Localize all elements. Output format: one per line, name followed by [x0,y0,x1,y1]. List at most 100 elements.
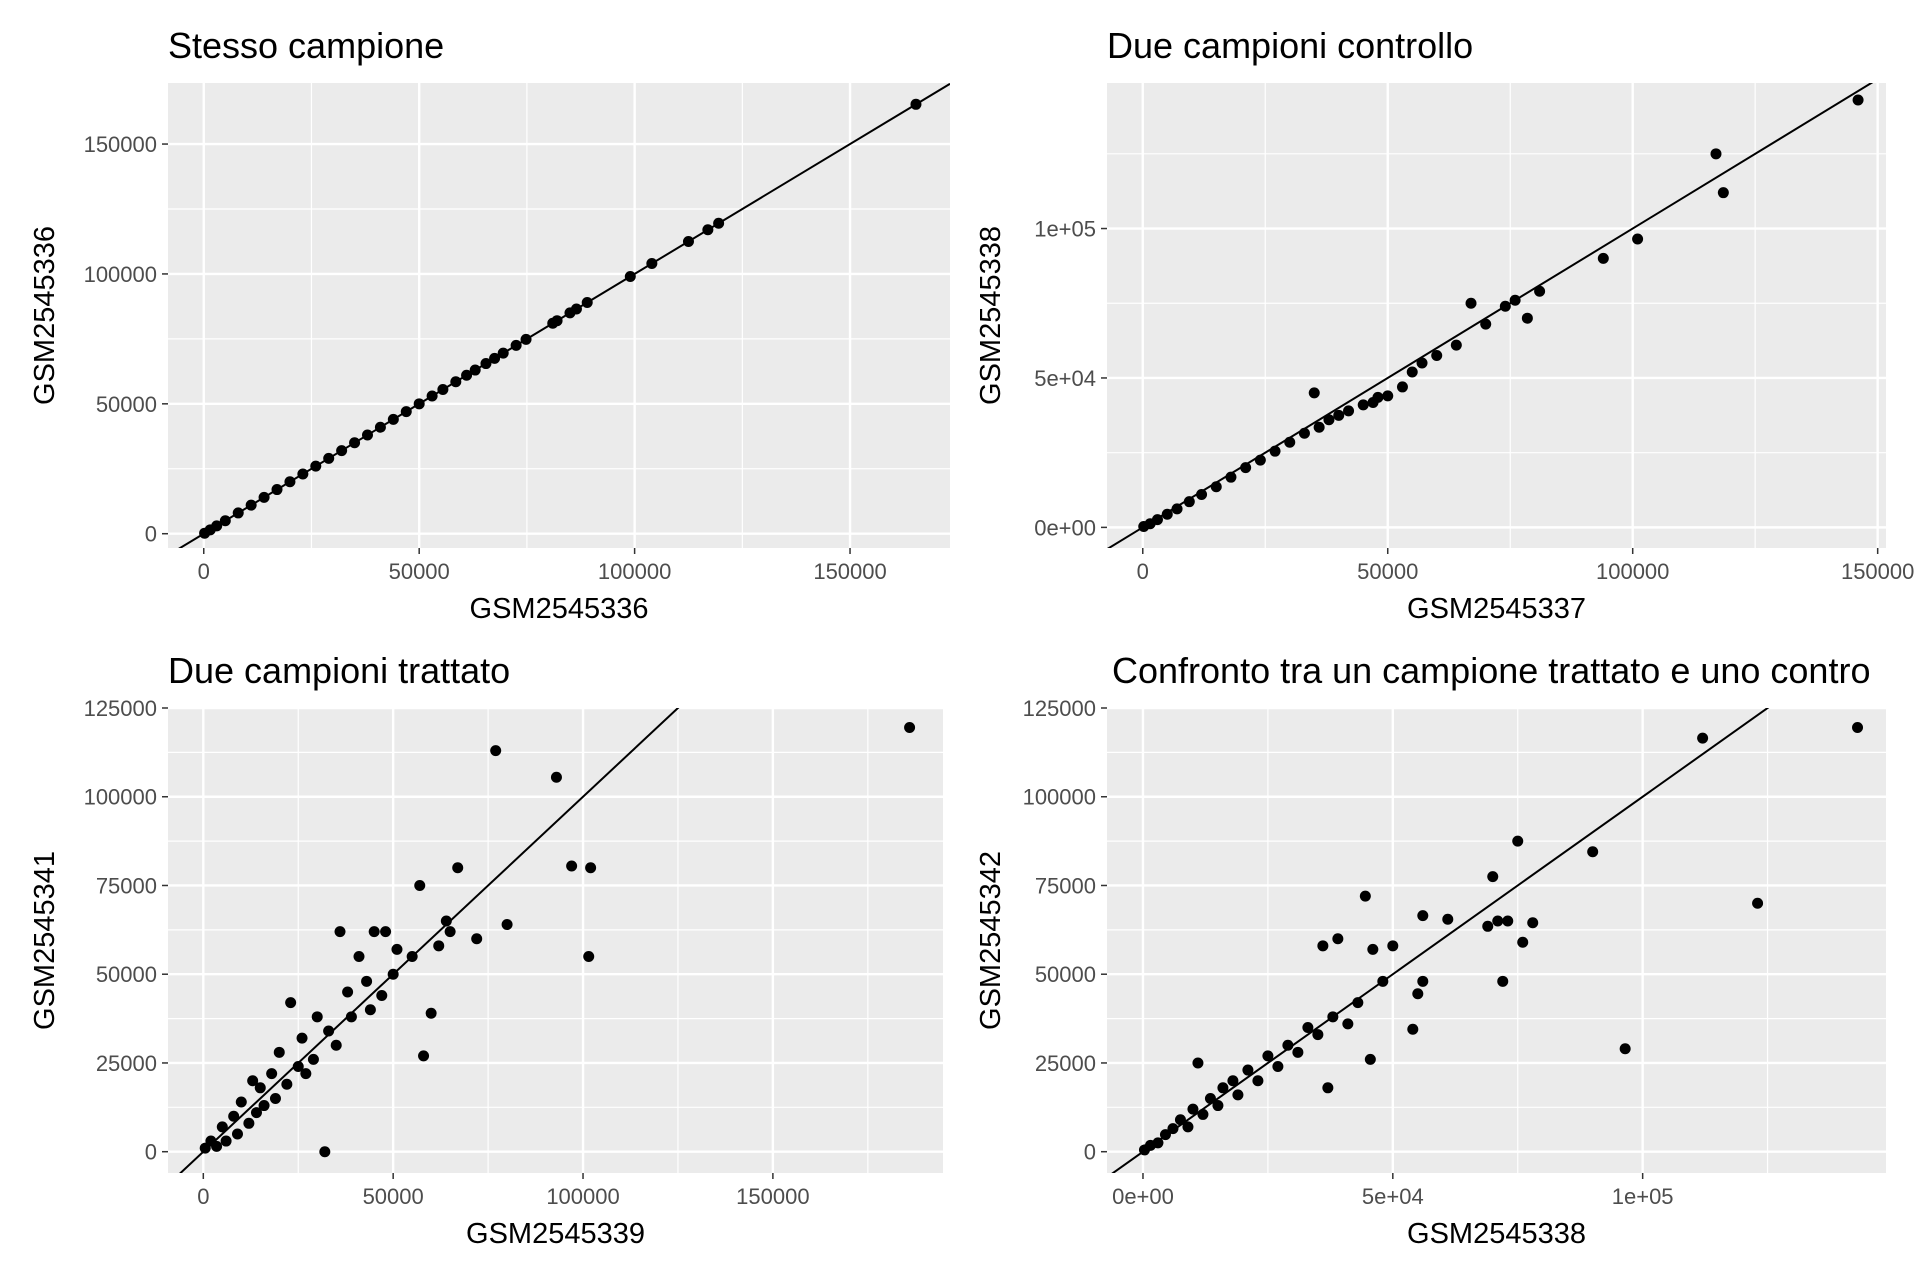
data-point [702,224,714,236]
y-tick-label: 50000 [96,962,157,987]
data-point [1417,910,1429,922]
y-tick-label: 100000 [84,262,157,287]
x-tick-label: 50000 [389,559,450,584]
data-point [1407,1023,1419,1035]
y-axis-label: GSM2545338 [975,226,1007,405]
data-point [1262,1050,1274,1062]
data-point [247,1075,259,1087]
data-point [1282,1039,1294,1051]
x-tick-label: 50000 [363,1184,424,1209]
y-tick-label: 100000 [1023,785,1096,810]
data-point [1313,421,1325,433]
data-point [1487,871,1499,883]
data-point [1367,396,1379,408]
y-tick-label: 125000 [1023,696,1096,721]
x-tick-label: 0 [1137,559,1149,584]
reference-line [1111,708,1770,1173]
data-point [361,975,373,987]
data-point [1512,835,1524,847]
data-point [361,429,373,441]
data-point [682,235,694,247]
y-tick-label: 0 [145,1140,157,1165]
data-point [520,333,532,345]
data-point [1272,1061,1284,1073]
data-point [258,491,270,503]
data-point [469,364,481,376]
data-point [285,997,297,1009]
data-point [1352,997,1364,1009]
data-point [413,398,425,410]
gridlines [1107,708,1886,1173]
data-points [1138,722,1864,1156]
data-point [1412,988,1424,1000]
data-point [211,1140,223,1152]
data-point [1167,1123,1179,1135]
data-point [904,722,916,734]
data-point [219,515,231,527]
data-point [1364,1053,1376,1065]
data-point [1509,294,1521,306]
data-point [1183,496,1195,508]
data-point [1171,503,1183,515]
y-tick-label: 125000 [84,696,157,721]
panel-3: 0 50000 100000 150000 0 25000 50000 75000 100000… [29,650,943,1250]
data-point [501,919,513,931]
data-point [1322,1082,1334,1094]
y-tick-label: 0 [145,522,157,547]
data-point [433,940,445,952]
y-tick-label: 25000 [1035,1051,1096,1076]
data-point [387,413,399,425]
x-axis-label: GSM2545337 [1407,593,1586,625]
data-point [1333,409,1345,421]
x-axis-label: GSM2545339 [466,1218,645,1250]
data-point [334,926,346,938]
data-point [1587,846,1599,858]
data-point [490,745,502,757]
panel-2: 0 50000 100000 150000 0e+00 5e+04 1e+05 Due cam… [975,25,1914,625]
data-point [1377,975,1389,987]
data-point [1527,917,1539,929]
data-point [1382,390,1394,402]
data-point [1619,1043,1631,1055]
data-point [1465,297,1477,309]
data-point [1396,381,1408,393]
x-tick-label: 5e+04 [1362,1184,1424,1209]
data-point [1697,732,1709,744]
data-point [1406,366,1418,378]
data-point [1416,357,1428,369]
data-point [284,476,296,488]
y-tick-label: 150000 [84,132,157,157]
data-point [266,1068,278,1080]
data-point [353,950,365,962]
data-point [1517,936,1529,948]
data-point [566,860,578,872]
data-point [461,369,473,381]
data-point [269,1092,281,1104]
data-point [1492,915,1504,927]
data-point [319,1146,331,1158]
data-point [364,1004,376,1016]
data-point [1534,285,1546,297]
data-point [1204,1092,1216,1104]
data-point [624,271,636,283]
data-point [1254,454,1266,466]
data-point [444,926,456,938]
data-point [1317,940,1329,952]
data-point [471,933,483,945]
data-point [330,1039,342,1051]
data-point [235,1096,247,1108]
data-point [1367,943,1379,955]
data-point [376,990,388,1002]
data-point [1480,318,1492,330]
data-point [1417,975,1429,987]
data-point [380,926,392,938]
data-point [323,1025,335,1037]
y-tick-label: 1e+05 [1034,217,1096,242]
data-point [1182,1121,1194,1133]
data-point [1161,508,1173,520]
data-point [296,1032,308,1044]
data-point [1212,1100,1224,1112]
data-point [1752,897,1764,909]
data-point [497,347,509,359]
x-tick-label: 100000 [546,1184,619,1209]
